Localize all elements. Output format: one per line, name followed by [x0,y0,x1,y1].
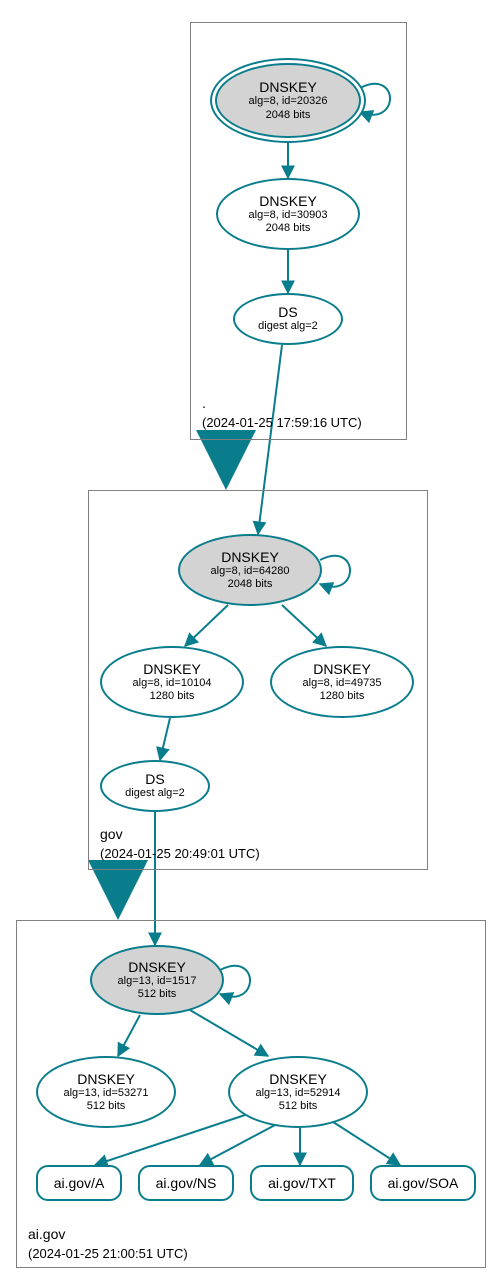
node-sub1: alg=8, id=10104 [133,677,212,690]
node-sub1: alg=8, id=64280 [211,565,290,578]
node-sub1: alg=8, id=20326 [249,95,328,108]
node-sub2: 2048 bits [266,222,311,235]
node-gov-ksk: DNSKEY alg=8, id=64280 2048 bits [178,534,322,606]
leaf-soa: ai.gov/SOA [370,1165,476,1201]
node-title: DS [278,304,297,320]
node-root-ksk: DNSKEY alg=8, id=20326 2048 bits [215,63,361,138]
node-ai-zsk1: DNSKEY alg=13, id=53271 512 bits [36,1056,176,1128]
zone-root-ts: (2024-01-25 17:59:16 UTC) [202,415,362,430]
node-sub1: digest alg=2 [258,320,318,333]
zone-gov-label: gov [100,826,123,842]
leaf-ns: ai.gov/NS [138,1165,234,1201]
node-root-ds: DS digest alg=2 [233,293,343,345]
node-title: DNSKEY [259,193,317,209]
node-sub1: alg=13, id=1517 [118,975,197,988]
node-gov-zsk1: DNSKEY alg=8, id=10104 1280 bits [100,646,244,718]
node-gov-zsk2: DNSKEY alg=8, id=49735 1280 bits [270,646,414,718]
zone-gov-ts: (2024-01-25 20:49:01 UTC) [100,846,260,861]
node-sub2: 1280 bits [150,690,195,703]
node-sub2: 2048 bits [228,578,273,591]
node-sub2: 1280 bits [320,690,365,703]
node-title: DNSKEY [143,661,201,677]
zone-root-label: . [202,395,206,411]
node-title: DNSKEY [259,79,317,95]
node-title: DNSKEY [77,1071,135,1087]
leaf-txt: ai.gov/TXT [250,1165,354,1201]
node-sub1: alg=8, id=49735 [303,677,382,690]
node-sub2: 512 bits [138,988,177,1001]
node-title: DNSKEY [128,959,186,975]
node-sub1: alg=13, id=53271 [63,1087,148,1100]
zone-aigov-label: ai.gov [28,1226,65,1242]
node-sub2: 512 bits [87,1100,126,1113]
node-root-zsk: DNSKEY alg=8, id=30903 2048 bits [216,178,360,250]
node-sub1: digest alg=2 [125,787,185,800]
node-sub2: 2048 bits [266,109,311,122]
node-sub1: alg=8, id=30903 [249,209,328,222]
leaf-a: ai.gov/A [36,1165,122,1201]
node-title: DNSKEY [313,661,371,677]
node-title: DS [145,771,164,787]
node-title: DNSKEY [221,549,279,565]
node-ai-ksk: DNSKEY alg=13, id=1517 512 bits [90,945,224,1015]
node-ai-zsk2: DNSKEY alg=13, id=52914 512 bits [228,1056,368,1128]
zone-aigov-ts: (2024-01-25 21:00:51 UTC) [28,1246,188,1261]
node-gov-ds: DS digest alg=2 [100,760,210,812]
node-sub1: alg=13, id=52914 [255,1087,340,1100]
node-sub2: 512 bits [279,1100,318,1113]
node-title: DNSKEY [269,1071,327,1087]
